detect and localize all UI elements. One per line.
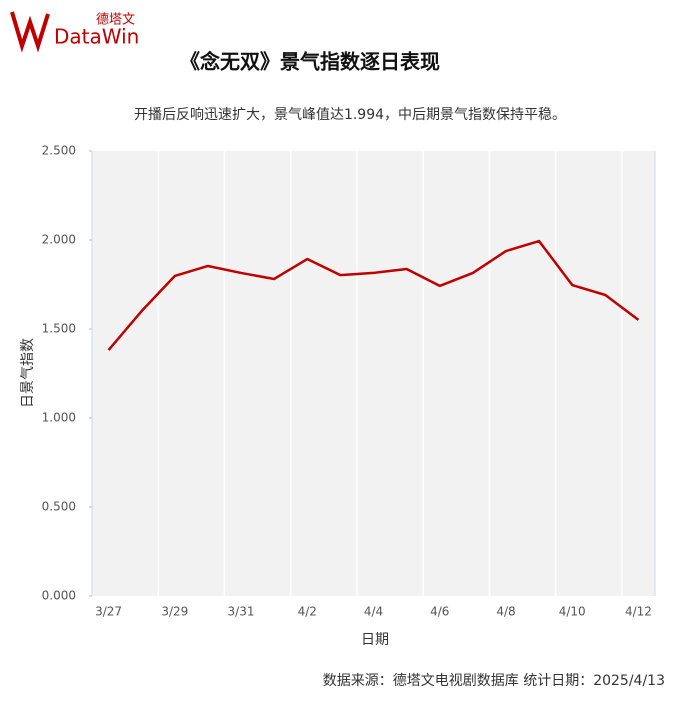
y-axis-label: 日景气指数 bbox=[20, 338, 36, 408]
brand-en: DataWin bbox=[54, 25, 139, 49]
source-note: 数据来源：德塔文电视剧数据库 统计日期：2025/4/13 bbox=[323, 673, 665, 689]
plot-area bbox=[92, 151, 655, 596]
logo-mark bbox=[10, 11, 50, 53]
x-tick-label: 4/2 bbox=[298, 605, 317, 619]
y-tick-label: 2.000 bbox=[42, 233, 76, 247]
x-tick-label: 4/10 bbox=[559, 605, 586, 619]
x-tick-label: 4/12 bbox=[625, 605, 652, 619]
subtitle: 开播后反响迅速扩大，景气峰值达1.994，中后期景气指数保持平稳。 bbox=[134, 107, 566, 123]
x-tick-label: 3/31 bbox=[228, 605, 255, 619]
x-tick-label: 4/6 bbox=[430, 605, 449, 619]
y-tick-label: 0.000 bbox=[42, 589, 76, 603]
x-tick-label: 3/27 bbox=[95, 605, 122, 619]
y-tick-label: 2.500 bbox=[42, 144, 76, 158]
chart-title: 《念无双》景气指数逐日表现 bbox=[180, 50, 440, 74]
y-tick-label: 1.000 bbox=[42, 411, 76, 425]
x-axis-label: 日期 bbox=[361, 632, 389, 648]
brand-cn: 德塔文 bbox=[96, 13, 135, 28]
y-tick-label: 0.500 bbox=[42, 500, 76, 514]
logo: 德塔文 DataWin bbox=[10, 11, 139, 53]
x-tick-label: 4/8 bbox=[496, 605, 515, 619]
x-tick-label: 4/4 bbox=[364, 605, 383, 619]
line-series bbox=[107, 239, 640, 351]
y-tick-label: 1.500 bbox=[42, 322, 76, 336]
x-tick-label: 3/29 bbox=[161, 605, 188, 619]
